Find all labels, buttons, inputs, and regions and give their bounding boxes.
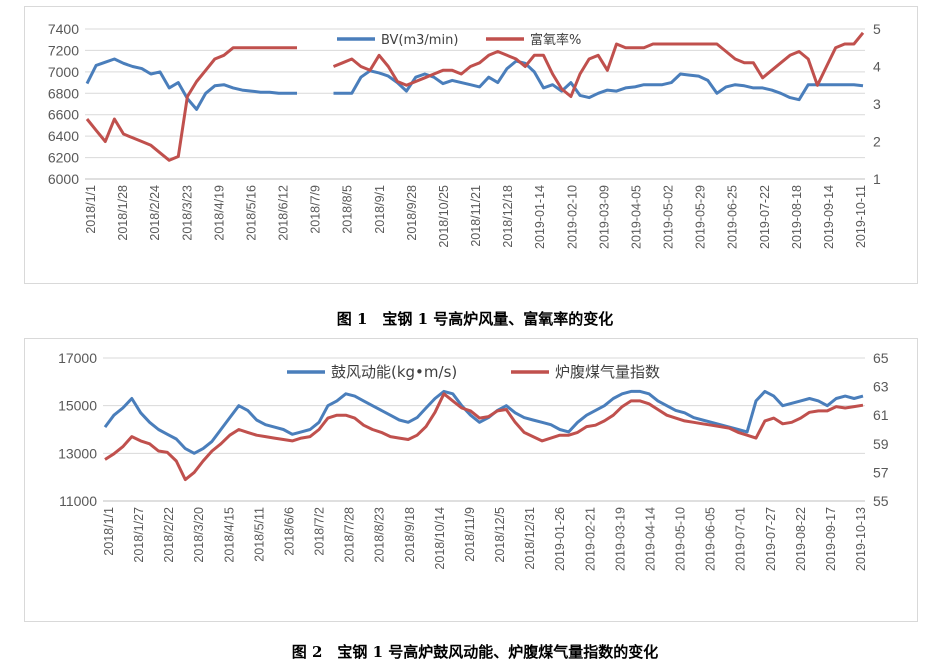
x-tick-label: 2018/1/1 [102, 507, 116, 556]
series-line-2 [104, 392, 864, 482]
x-tick-label: 2019-03-19 [613, 507, 627, 571]
x-tick-label: 2018/9/28 [405, 185, 419, 241]
y-left-tick-label: 7200 [48, 42, 79, 58]
y-right-tick-label: 5 [873, 21, 881, 37]
x-tick-label: 2018/11/21 [469, 185, 483, 247]
y-right-tick-label: 4 [873, 59, 881, 75]
y-right-tick-label: 61 [873, 407, 889, 423]
x-tick-label: 2019-01-26 [553, 507, 567, 571]
x-tick-label: 2018/6/6 [282, 507, 296, 556]
series-line-2 [85, 31, 865, 162]
y-right-tick-label: 63 [873, 379, 889, 395]
y-left-tick-label: 6400 [48, 128, 79, 144]
y-right-tick-label: 2 [873, 134, 881, 150]
x-tick-label: 2018/12/5 [493, 507, 507, 563]
x-tick-label: 2018/8/5 [341, 185, 355, 234]
x-tick-label: 2019-07-27 [764, 507, 778, 571]
x-tick-label: 2019-04-14 [643, 507, 657, 571]
x-tick-label: 2019-09-14 [822, 185, 836, 249]
x-tick-label: 2018/5/11 [252, 507, 266, 562]
x-tick-label: 2019-02-21 [583, 507, 597, 571]
caption-figure-2: 图 2 宝钢 1 号高炉鼓风动能、炉腹煤气量指数的变化 [291, 643, 659, 661]
legend-label-2: 富氧率% [530, 32, 581, 48]
x-tick-label: 2018/3/23 [180, 185, 194, 241]
x-tick-label: 2019-10-13 [854, 507, 868, 571]
x-tick-label: 2019-05-10 [674, 507, 688, 571]
y-left-tick-label: 13000 [58, 445, 97, 461]
legend-label-1: 鼓风动能(kg•m/s) [331, 363, 457, 381]
x-tick-label: 2018/1/28 [116, 185, 130, 241]
y-left-tick-label: 15000 [58, 398, 97, 414]
y-right-tick-label: 3 [873, 96, 881, 112]
x-tick-label: 2019-08-18 [790, 185, 804, 249]
chart-svg-2: 11000 13000 15000 17000 55 57 59 61 63 65 2018/1/1… [58, 350, 889, 571]
x-tick-label: 2019-08-22 [794, 507, 808, 571]
legend-label-1: BV(m3/min) [381, 33, 458, 48]
y-right-tick-label: 1 [873, 171, 881, 187]
x-tick-label: 2018/7/9 [309, 185, 323, 234]
x-tick-label: 2018/10/14 [433, 507, 447, 570]
x-tick-label: 2018/5/16 [244, 185, 258, 241]
y-left-tick-label: 7000 [48, 64, 79, 80]
y-left-tick-label: 6000 [48, 171, 79, 187]
x-tick-label: 2019-05-29 [694, 185, 708, 249]
x-tick-label: 2019-10-11 [854, 185, 868, 248]
chart-figure-2: 11000 13000 15000 17000 55 57 59 61 63 65 2018/1/1… [24, 338, 918, 622]
x-tick-label: 2018/3/20 [192, 507, 206, 563]
x-tick-label: 2018/1/1 [84, 185, 98, 234]
x-tick-label: 2018/12/18 [501, 185, 515, 248]
x-tick-label: 2018/1/27 [132, 507, 146, 563]
legend: BV(m3/min) 富氧率% [337, 32, 581, 48]
y-left-tick-label: 17000 [58, 350, 97, 366]
x-tick-label: 2019-01-14 [533, 185, 547, 249]
x-tick-label: 2018/6/12 [277, 185, 291, 241]
x-tick-label: 2018/4/15 [222, 507, 236, 563]
x-tick-label: 2019-02-10 [565, 185, 579, 249]
x-tick-label: 2018/10/25 [437, 185, 451, 248]
x-tick-label: 2018/4/19 [212, 185, 226, 241]
x-tick-label: 2019-09-17 [824, 507, 838, 571]
x-tick-label: 2018/2/24 [148, 185, 162, 241]
chart-figure-1: 6000 6200 6400 6600 6800 7000 7200 7400 1 2 3 4 5 201… [24, 6, 918, 284]
y-left-tick-label: 6600 [48, 107, 79, 123]
x-tick-label: 2019-06-25 [726, 185, 740, 249]
x-tick-label: 2019-05-02 [662, 185, 676, 249]
caption-figure-1: 图 1 宝钢 1 号高炉风量、富氧率的变化 [336, 310, 614, 328]
x-tick-label: 2018/9/18 [403, 507, 417, 563]
x-tick-label: 2019-06-05 [704, 507, 718, 571]
series-line-1 [85, 57, 864, 111]
y-right-tick-label: 65 [873, 350, 889, 366]
legend-label-2: 炉腹煤气量指数 [555, 363, 660, 381]
y-right-tick-label: 55 [873, 493, 889, 509]
y-left-tick-label: 6800 [48, 85, 79, 101]
x-tick-label: 2018/11/9 [463, 507, 477, 562]
series-line-1 [103, 389, 864, 455]
x-tick-label: 2018/9/1 [373, 185, 387, 234]
y-left-tick-label: 11000 [59, 493, 97, 509]
x-tick-label: 2018/12/31 [523, 507, 537, 570]
y-right-tick-label: 57 [873, 464, 889, 480]
y-right-tick-label: 59 [873, 436, 889, 452]
legend: 鼓风动能(kg•m/s) 炉腹煤气量指数 [287, 363, 660, 381]
x-tick-label: 2018/8/23 [373, 507, 387, 563]
x-tick-label: 2019-07-22 [758, 185, 772, 249]
x-tick-label: 2019-04-05 [629, 185, 643, 249]
y-left-tick-label: 7400 [48, 21, 79, 37]
x-tick-label: 2018/7/2 [313, 507, 327, 556]
x-tick-label: 2018/2/22 [162, 507, 176, 563]
chart-svg-1: 6000 6200 6400 6600 6800 7000 7200 7400 1 2 3 4 5 201… [48, 21, 881, 249]
x-tick-label: 2019-07-01 [734, 507, 748, 571]
x-tick-label: 2019-03-09 [597, 185, 611, 249]
y-left-tick-label: 6200 [48, 150, 79, 166]
x-tick-label: 2018/7/28 [343, 507, 357, 563]
